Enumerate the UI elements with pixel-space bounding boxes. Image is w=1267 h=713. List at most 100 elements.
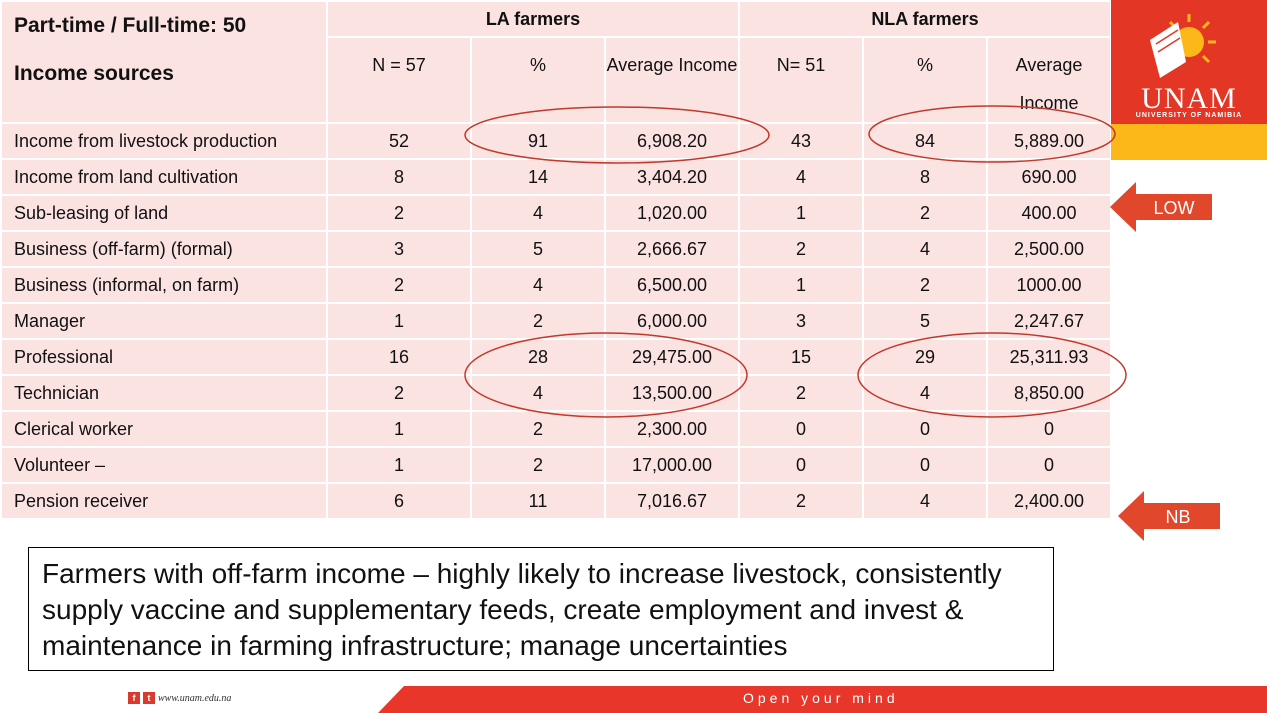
highlight-circle-la-livestock — [464, 106, 770, 164]
row-label: Sub-leasing of land — [0, 194, 328, 232]
cell-la-avg: 29,475.00 — [604, 338, 740, 376]
cell-nla-n: 2 — [738, 374, 864, 412]
table-row: Sub-leasing of land 2 4 1,020.00 1 2 400.00 — [0, 194, 1113, 232]
cell-la-avg: 17,000.00 — [604, 446, 740, 484]
cell-nla-pct: 0 — [862, 446, 988, 484]
cell-la-avg: 3,404.20 — [604, 158, 740, 196]
row-label: Income from land cultivation — [0, 158, 328, 196]
table-row: Income from livestock production 52 91 6,90… — [0, 122, 1113, 160]
row-label: Pension receiver — [0, 482, 328, 520]
cell-nla-avg: 1000.00 — [985, 266, 1113, 304]
cell-nla-avg: 5,889.00 — [985, 122, 1113, 160]
logo-subtitle: UNIVERSITY OF NAMIBIA — [1135, 112, 1243, 119]
cell-la-avg: 13,500.00 — [604, 374, 740, 412]
cell-la-pct: 4 — [470, 266, 606, 304]
la-farmers-header: LA farmers — [326, 0, 740, 38]
cell-la-pct: 5 — [470, 230, 606, 268]
cell-la-n: 3 — [326, 230, 472, 268]
cell-nla-avg: 400.00 — [985, 194, 1113, 232]
row-label: Volunteer – — [0, 446, 328, 484]
cell-la-avg: 1,020.00 — [604, 194, 740, 232]
cell-la-pct: 91 — [470, 122, 606, 160]
cell-nla-n: 43 — [738, 122, 864, 160]
nb-arrow-icon — [1118, 491, 1220, 541]
cell-nla-avg: 2,400.00 — [985, 482, 1113, 520]
highlight-circle-nla-livestock — [868, 105, 1116, 163]
table-row: Business (informal, on farm) 2 4 6,500.00 1 2… — [0, 266, 1113, 304]
summary-note: Farmers with off-farm income – highly li… — [28, 547, 1054, 671]
cell-la-n: 52 — [326, 122, 472, 160]
cell-nla-n: 0 — [738, 410, 864, 448]
nla-farmers-header: NLA farmers — [737, 0, 1113, 38]
table-row: Professional 16 28 29,475.00 15 29 25,311.93 — [0, 338, 1113, 376]
cell-la-n: 6 — [326, 482, 472, 520]
cell-nla-avg: 690.00 — [985, 158, 1113, 196]
footer-band — [378, 686, 1267, 713]
highlight-circle-la-professional — [464, 332, 748, 418]
cell-la-n: 2 — [326, 194, 472, 232]
cell-la-pct: 4 — [470, 194, 606, 232]
cell-nla-n: 4 — [738, 158, 864, 196]
row-label: Technician — [0, 374, 328, 412]
facebook-icon[interactable]: f — [128, 692, 140, 704]
cell-nla-pct: 29 — [862, 338, 988, 376]
cell-la-pct: 11 — [470, 482, 606, 520]
table-row: Pension receiver 6 11 7,016.67 2 4 2,400.00 — [0, 482, 1113, 520]
cell-la-pct: 14 — [470, 158, 606, 196]
cell-nla-avg: 8,850.00 — [985, 374, 1113, 412]
logo-name: UNAM — [1141, 82, 1237, 115]
cell-nla-avg: 2,500.00 — [985, 230, 1113, 268]
cell-nla-n: 2 — [738, 482, 864, 520]
cell-la-avg: 7,016.67 — [604, 482, 740, 520]
cell-nla-avg: 0 — [985, 446, 1113, 484]
row-label: Business (off-farm) (formal) — [0, 230, 328, 268]
row-label: Business (informal, on farm) — [0, 266, 328, 304]
cell-la-avg: 6,500.00 — [604, 266, 740, 304]
cell-la-n: 2 — [326, 374, 472, 412]
cell-la-pct: 2 — [470, 446, 606, 484]
cell-nla-pct: 4 — [862, 374, 988, 412]
cell-nla-n: 0 — [738, 446, 864, 484]
table-row: Technician 2 4 13,500.00 2 4 8,850.00 — [0, 374, 1113, 412]
cell-nla-pct: 84 — [862, 122, 988, 160]
cell-nla-avg: 2,247.67 — [985, 302, 1113, 340]
table-header-cell: Part-time / Full-time: 50 Income sources — [0, 0, 328, 124]
cell-la-pct: 4 — [470, 374, 606, 412]
cell-nla-pct: 4 — [862, 482, 988, 520]
highlight-circle-nla-professional — [857, 332, 1127, 418]
cell-nla-n: 3 — [738, 302, 864, 340]
cell-la-n: 2 — [326, 266, 472, 304]
cell-la-pct: 28 — [470, 338, 606, 376]
cell-nla-pct: 2 — [862, 266, 988, 304]
cell-nla-pct: 4 — [862, 230, 988, 268]
cell-nla-n: 15 — [738, 338, 864, 376]
cell-la-avg: 2,666.67 — [604, 230, 740, 268]
table-subtitle: Income sources — [14, 62, 174, 85]
footer-website[interactable]: www.unam.edu.na — [158, 693, 232, 704]
la-pct-header: % — [470, 36, 606, 124]
low-arrow-icon — [1110, 182, 1212, 232]
row-label: Professional — [0, 338, 328, 376]
cell-nla-pct: 8 — [862, 158, 988, 196]
row-label: Clerical worker — [0, 410, 328, 448]
la-avg-header: Average Income — [604, 36, 740, 124]
cell-la-pct: 2 — [470, 410, 606, 448]
table-row: Income from land cultivation 8 14 3,404.20 4… — [0, 158, 1113, 196]
table-title: Part-time / Full-time: 50 — [14, 14, 247, 37]
nb-callout: NB — [1165, 507, 1191, 527]
twitter-icon[interactable]: t — [143, 692, 155, 704]
income-table: Part-time / Full-time: 50 Income sources… — [0, 0, 1113, 520]
cell-la-n: 16 — [326, 338, 472, 376]
cell-nla-n: 2 — [738, 230, 864, 268]
sun-book-icon — [1150, 14, 1216, 78]
nla-avg-header: Average Income — [985, 36, 1113, 124]
table-row: Business (off-farm) (formal) 3 5 2,666.67 2 4… — [0, 230, 1113, 268]
row-label: Income from livestock production — [0, 122, 328, 160]
cell-nla-n: 1 — [738, 194, 864, 232]
footer-tagline: Open your mind — [743, 690, 899, 706]
cell-nla-pct: 2 — [862, 194, 988, 232]
cell-la-n: 8 — [326, 158, 472, 196]
cell-la-n: 1 — [326, 410, 472, 448]
